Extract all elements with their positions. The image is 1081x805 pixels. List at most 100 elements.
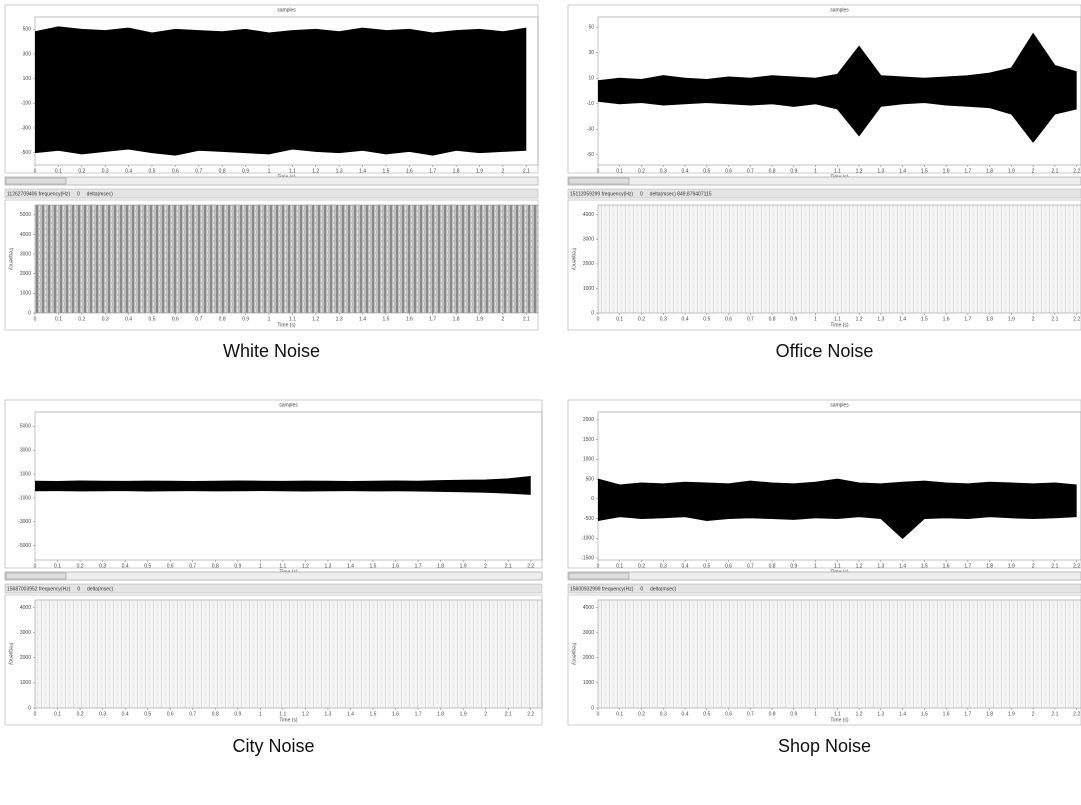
x-tick-label: 1.1 — [834, 168, 841, 174]
x-tick-label: 1.6 — [943, 711, 950, 717]
x-tick-label: 1.7 — [964, 711, 971, 717]
x-tick-label: 0.7 — [747, 316, 754, 322]
y-tick-label: 2000 — [20, 271, 31, 277]
x-tick-label: 2 — [484, 563, 487, 569]
waveform-envelope — [597, 478, 1077, 486]
spectrogram-image — [598, 600, 1081, 708]
x-tick-label: 2.1 — [1051, 563, 1058, 569]
x-tick-label: 0.7 — [195, 316, 202, 322]
scrollbar — [4, 176, 539, 186]
y-tick-label: -1500 — [581, 555, 594, 561]
status-bar — [4, 188, 539, 199]
x-tick-label: 0 — [34, 316, 37, 322]
y-tick-label: 0 — [591, 705, 594, 711]
x-tick-label: 1.1 — [289, 168, 296, 174]
x-tick-label: 1.6 — [392, 711, 399, 717]
x-tick-label: 1.6 — [943, 316, 950, 322]
caption: City Noise — [232, 736, 314, 756]
x-tick-label: 0 — [34, 563, 37, 569]
x-tick-label: 1.9 — [460, 563, 467, 569]
x-tick-label: 0.8 — [219, 316, 226, 322]
x-tick-label: 0.1 — [616, 168, 623, 174]
y-tick-label: 0 — [28, 310, 31, 316]
spectrogram-image — [35, 600, 542, 708]
x-tick-label: 1.8 — [986, 168, 993, 174]
x-tick-label: 2.2 — [527, 563, 534, 569]
y-tick-label: 100 — [23, 76, 32, 82]
y-tick-label: 1000 — [20, 471, 31, 477]
x-tick-label: 1 — [259, 711, 262, 717]
x-tick-label: 1.3 — [877, 563, 884, 569]
x-tick-label: 1.5 — [921, 316, 928, 322]
x-tick-label: 0.4 — [125, 168, 132, 174]
y-tick-label: -500 — [21, 150, 31, 156]
waveform-fill — [598, 479, 1077, 539]
x-tick-label: 0.1 — [54, 563, 61, 569]
x-tick-label: 1.9 — [1008, 168, 1015, 174]
y-tick-label: -300 — [21, 125, 31, 131]
x-tick-label: 0.6 — [725, 563, 732, 569]
x-tick-label: 0.3 — [660, 316, 667, 322]
x-tick-label: 0.1 — [55, 316, 62, 322]
x-tick-label: 0.9 — [790, 563, 797, 569]
x-tick-label: 1.6 — [406, 316, 413, 322]
x-tick-label: 1.9 — [460, 711, 467, 717]
x-tick-label: 0.6 — [725, 168, 732, 174]
y-tick-label: 10 — [588, 76, 594, 82]
y-tick-label: 500 — [586, 476, 595, 482]
x-tick-label: 0.8 — [219, 168, 226, 174]
x-tick-label: 1.6 — [392, 563, 399, 569]
waveform-envelope — [597, 516, 1077, 539]
y-tick-label: -30 — [587, 127, 594, 133]
x-tick-label: 0.2 — [638, 563, 645, 569]
x-tick-label: 0.3 — [99, 563, 106, 569]
x-tick-label: 0.5 — [703, 316, 710, 322]
x-tick-label: 0.4 — [125, 316, 132, 322]
scroll-thumb — [568, 572, 630, 580]
x-tick-label: 1.4 — [359, 168, 366, 174]
caption: Shop Noise — [778, 736, 871, 756]
x-tick-label: 0.9 — [242, 168, 249, 174]
x-tick-label: 2.2 — [527, 711, 534, 717]
x-tick-label: 2 — [502, 168, 505, 174]
x-tick-label: 1.7 — [964, 563, 971, 569]
x-tick-label: 0.1 — [54, 711, 61, 717]
x-tick-label: 0.6 — [172, 316, 179, 322]
y-tick-label: -5000 — [18, 543, 31, 549]
y-axis-label: frequency — [8, 248, 14, 270]
x-tick-label: 2.1 — [505, 711, 512, 717]
spectrogram-image — [598, 205, 1081, 313]
chart-title: samples — [277, 7, 296, 13]
x-tick-label: 0.9 — [234, 711, 241, 717]
y-tick-label: 4000 — [20, 605, 31, 611]
x-tick-label: 1.1 — [279, 711, 286, 717]
x-tick-label: 0.4 — [122, 711, 129, 717]
x-tick-label: 0.8 — [212, 711, 219, 717]
x-tick-label: 1.3 — [877, 168, 884, 174]
x-tick-label: 1.4 — [359, 316, 366, 322]
x-tick-label: 1.5 — [921, 711, 928, 717]
x-tick-label: 0.9 — [790, 168, 797, 174]
x-tick-label: 1.1 — [279, 563, 286, 569]
y-tick-label: 3000 — [20, 251, 31, 257]
scroll-thumb — [5, 177, 67, 185]
y-axis-label: frequency — [571, 643, 577, 665]
x-tick-label: 1.3 — [877, 711, 884, 717]
x-tick-label: 0.6 — [172, 168, 179, 174]
x-tick-label: 0.7 — [189, 711, 196, 717]
x-tick-label: 0 — [597, 168, 600, 174]
x-tick-label: 1.3 — [324, 711, 331, 717]
x-tick-label: 1.4 — [899, 711, 906, 717]
x-tick-label: 2 — [1032, 563, 1035, 569]
x-tick-label: 0.4 — [682, 316, 689, 322]
x-tick-label: 2 — [1032, 316, 1035, 322]
x-tick-label: 0.2 — [638, 316, 645, 322]
y-axis-label: frequency — [571, 248, 577, 270]
x-tick-label: 1.8 — [453, 168, 460, 174]
x-tick-label: 1.8 — [437, 563, 444, 569]
x-tick-label: 1.9 — [1008, 711, 1015, 717]
waveform-envelope — [597, 100, 1077, 143]
y-tick-label: -1000 — [581, 536, 594, 542]
x-tick-label: 1.5 — [921, 168, 928, 174]
